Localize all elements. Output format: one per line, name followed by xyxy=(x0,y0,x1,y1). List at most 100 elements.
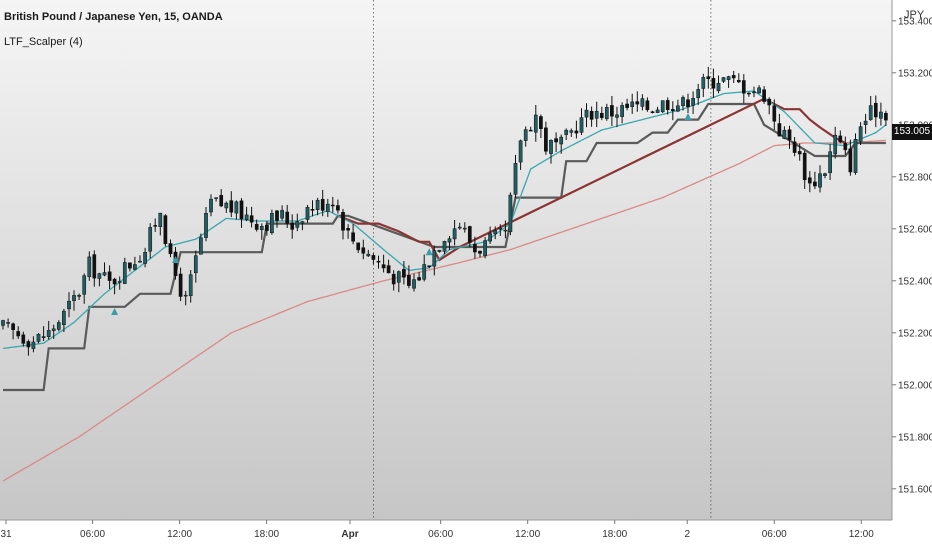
candle[interactable] xyxy=(280,205,284,221)
candle[interactable] xyxy=(87,251,92,281)
time-axis-background[interactable] xyxy=(0,520,932,550)
candle[interactable] xyxy=(584,103,589,128)
buy-signal-icon[interactable] xyxy=(684,113,692,120)
price-axis-background[interactable] xyxy=(892,0,932,520)
candle[interactable] xyxy=(559,134,564,154)
candle[interactable] xyxy=(574,120,579,139)
candle[interactable] xyxy=(726,75,731,88)
candle[interactable] xyxy=(544,121,548,155)
candle[interactable] xyxy=(716,75,721,94)
candle[interactable] xyxy=(792,137,797,157)
candle[interactable] xyxy=(320,189,325,217)
candle[interactable] xyxy=(305,205,310,223)
buy-signal-icon[interactable] xyxy=(111,308,119,315)
candle[interactable] xyxy=(848,139,853,176)
candle[interactable] xyxy=(610,96,614,126)
candle[interactable] xyxy=(863,113,868,134)
candle[interactable] xyxy=(366,249,371,257)
candle[interactable] xyxy=(148,223,153,259)
candle[interactable] xyxy=(295,213,300,232)
candle[interactable] xyxy=(376,255,381,269)
symbol-title[interactable]: British Pound / Japanese Yen, 15, OANDA xyxy=(4,11,223,23)
candle[interactable] xyxy=(650,110,655,114)
candle[interactable] xyxy=(635,91,640,112)
candle[interactable] xyxy=(239,198,244,228)
candle[interactable] xyxy=(62,308,66,333)
candle[interactable] xyxy=(747,92,751,97)
candle[interactable] xyxy=(356,242,361,253)
candle[interactable] xyxy=(122,257,127,284)
candle[interactable] xyxy=(858,122,863,145)
candle[interactable] xyxy=(31,336,36,353)
candle[interactable] xyxy=(782,126,787,140)
candle[interactable] xyxy=(193,250,198,283)
candle[interactable] xyxy=(518,139,523,170)
candle[interactable] xyxy=(625,98,629,111)
candle[interactable] xyxy=(41,326,46,341)
candle[interactable] xyxy=(736,73,741,84)
candle[interactable] xyxy=(797,143,802,161)
candle[interactable] xyxy=(341,208,345,240)
candle[interactable] xyxy=(488,226,492,244)
candle[interactable] xyxy=(838,130,843,144)
candle[interactable] xyxy=(691,91,695,114)
candle[interactable] xyxy=(473,236,477,259)
candle[interactable] xyxy=(564,128,569,140)
candle[interactable] xyxy=(381,254,386,273)
candle[interactable] xyxy=(229,191,234,218)
candle[interactable] xyxy=(868,96,873,121)
candle[interactable] xyxy=(762,86,766,104)
candle[interactable] xyxy=(508,192,513,236)
candle[interactable] xyxy=(813,171,817,190)
candle[interactable] xyxy=(188,270,193,303)
candle[interactable] xyxy=(615,106,619,128)
candle[interactable] xyxy=(670,101,675,121)
candle[interactable] xyxy=(833,126,838,159)
candle[interactable] xyxy=(843,136,848,155)
candle[interactable] xyxy=(777,113,782,137)
candle[interactable] xyxy=(807,171,812,193)
candle[interactable] xyxy=(1,319,5,330)
candle[interactable] xyxy=(16,326,21,339)
candle[interactable] xyxy=(214,197,218,202)
candle[interactable] xyxy=(402,261,406,285)
candle[interactable] xyxy=(640,94,645,111)
candle[interactable] xyxy=(163,214,168,247)
candle[interactable] xyxy=(772,99,777,130)
candle[interactable] xyxy=(361,239,366,260)
candle[interactable] xyxy=(270,209,274,235)
candle[interactable] xyxy=(665,97,670,115)
candle[interactable] xyxy=(655,106,660,114)
candle[interactable] xyxy=(457,222,462,230)
candle[interactable] xyxy=(478,250,482,258)
candle[interactable] xyxy=(706,66,711,89)
candle[interactable] xyxy=(138,255,142,263)
candle[interactable] xyxy=(290,214,295,239)
candle[interactable] xyxy=(6,318,10,328)
candle[interactable] xyxy=(711,68,716,98)
candle[interactable] xyxy=(630,93,635,114)
candle[interactable] xyxy=(97,272,102,287)
candle[interactable] xyxy=(620,102,624,124)
candle[interactable] xyxy=(133,256,137,271)
candle[interactable] xyxy=(579,108,584,135)
candle[interactable] xyxy=(371,253,376,265)
candle[interactable] xyxy=(513,154,518,199)
candle[interactable] xyxy=(224,201,229,214)
candle[interactable] xyxy=(92,250,97,287)
candle[interactable] xyxy=(346,224,350,239)
candle[interactable] xyxy=(741,74,746,104)
candle[interactable] xyxy=(11,322,15,340)
candle[interactable] xyxy=(351,224,355,245)
candle[interactable] xyxy=(178,267,183,302)
candle[interactable] xyxy=(767,97,772,115)
candle[interactable] xyxy=(721,77,726,83)
candle[interactable] xyxy=(112,277,117,295)
candle[interactable] xyxy=(437,249,442,253)
candle[interactable] xyxy=(153,218,158,232)
candle[interactable] xyxy=(407,265,411,289)
candle[interactable] xyxy=(823,172,827,179)
candle[interactable] xyxy=(412,273,416,292)
candle[interactable] xyxy=(731,70,736,83)
